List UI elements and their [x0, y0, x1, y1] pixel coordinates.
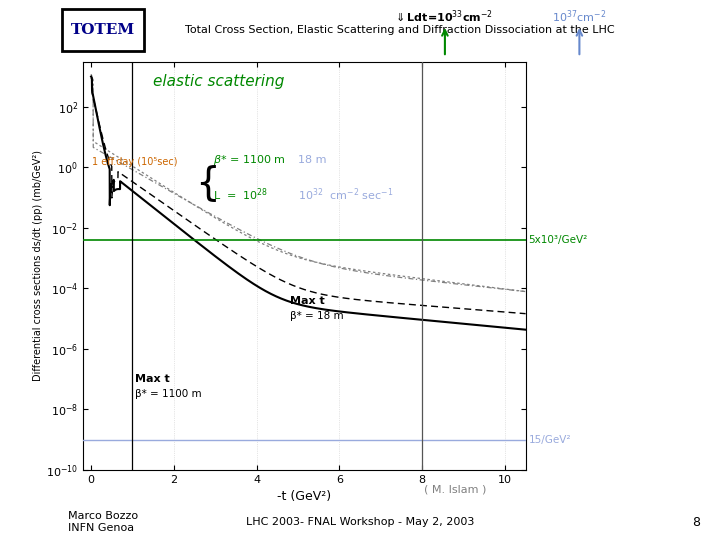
FancyBboxPatch shape	[62, 9, 144, 51]
Text: β* = 1100 m: β* = 1100 m	[135, 389, 201, 399]
Text: 1 eff.day (10⁵sec): 1 eff.day (10⁵sec)	[92, 157, 177, 167]
X-axis label: -t (GeV²): -t (GeV²)	[277, 490, 331, 503]
Text: Max t: Max t	[135, 374, 169, 384]
Text: 8: 8	[692, 516, 700, 529]
Y-axis label: Differential cross sections ds/dt (pp) (mb/GeV²): Differential cross sections ds/dt (pp) (…	[33, 151, 43, 381]
Text: $\beta$* = 1100 m: $\beta$* = 1100 m	[213, 153, 286, 166]
Text: 10$^{37}$cm$^{-2}$: 10$^{37}$cm$^{-2}$	[552, 8, 606, 25]
Text: Marco Bozzo
INFN Genoa: Marco Bozzo INFN Genoa	[68, 511, 138, 533]
Text: $\{$: $\{$	[194, 163, 217, 204]
Text: ( M. Islam ): ( M. Islam )	[424, 485, 487, 495]
Text: 18 m: 18 m	[298, 154, 326, 165]
Text: 10$^{32}$  cm$^{-2}$ sec$^{-1}$: 10$^{32}$ cm$^{-2}$ sec$^{-1}$	[298, 187, 394, 204]
Text: Max t: Max t	[289, 296, 325, 306]
Text: Total Cross Section, Elastic Scattering and Diffraction Dissociation at the LHC: Total Cross Section, Elastic Scattering …	[185, 25, 615, 35]
Text: LHC 2003- FNAL Workshop - May 2, 2003: LHC 2003- FNAL Workshop - May 2, 2003	[246, 517, 474, 527]
Text: $\Downarrow$Ldt=10$^{33}$cm$^{-2}$: $\Downarrow$Ldt=10$^{33}$cm$^{-2}$	[393, 8, 493, 24]
Text: 15/GeV²: 15/GeV²	[528, 435, 571, 444]
Text: TOTEM: TOTEM	[71, 23, 135, 37]
Text: β* = 18 m: β* = 18 m	[289, 310, 343, 321]
Text: elastic scattering: elastic scattering	[153, 73, 284, 89]
Text: L  =  10$^{28}$: L = 10$^{28}$	[213, 187, 269, 204]
Text: 5x10³/GeV²: 5x10³/GeV²	[528, 235, 588, 245]
